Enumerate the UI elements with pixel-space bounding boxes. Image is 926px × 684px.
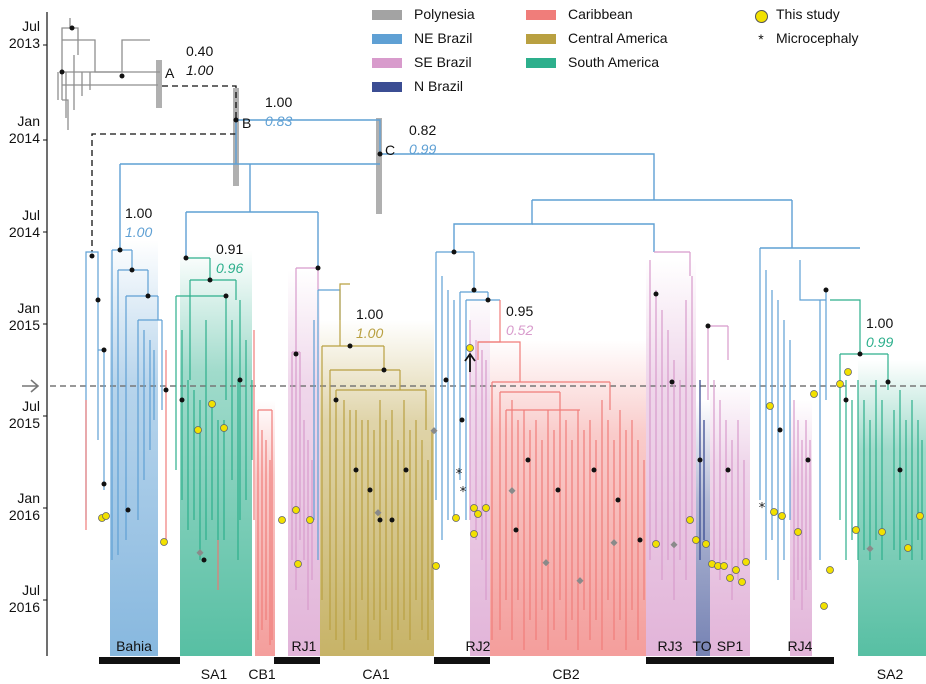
polynesia-swatch bbox=[372, 10, 402, 21]
clade-label-ca1: CA1 bbox=[362, 666, 390, 682]
n-brazil-swatch bbox=[372, 82, 402, 93]
caribbean-swatch bbox=[526, 10, 556, 21]
legend-ne-brazil: NE Brazil bbox=[372, 29, 472, 47]
sa1-subtree bbox=[175, 257, 253, 590]
clade-label-cb2: CB2 bbox=[552, 666, 580, 682]
bootstrap-value: 0.96 bbox=[216, 260, 244, 276]
clade-label-to: TO bbox=[692, 638, 712, 654]
node-label-b: B bbox=[242, 115, 252, 131]
ca1-subtree bbox=[321, 283, 433, 650]
bootstrap-value: 1.00 bbox=[125, 224, 153, 240]
to-subtree bbox=[699, 380, 705, 560]
posterior-value: 0.91 bbox=[216, 241, 244, 257]
clade-label-bahia: Bahia bbox=[116, 638, 152, 654]
node-label-a: A bbox=[165, 65, 175, 81]
svg-text:*: * bbox=[456, 467, 463, 482]
sa1-red-tips bbox=[217, 330, 255, 590]
axis-label-jan-2016: Jan 2016 bbox=[8, 490, 40, 523]
legend-polynesia: Polynesia bbox=[372, 5, 475, 23]
grey-diamonds bbox=[196, 427, 874, 585]
legend-microcephaly: * Microcephaly bbox=[754, 29, 858, 47]
node-dots bbox=[59, 25, 903, 563]
reference-dashed-line bbox=[22, 379, 926, 393]
rj4-subtree bbox=[759, 248, 827, 580]
axis-label-jul-2015: Jul 2015 bbox=[8, 398, 40, 431]
axis-label-jul-2013: Jul 2013 bbox=[8, 18, 40, 51]
clade-label-rj4: RJ4 bbox=[787, 638, 813, 654]
legend-central-america: Central America bbox=[526, 29, 668, 47]
bootstrap-value: 0.83 bbox=[265, 113, 293, 129]
clade-label-cb1: CB1 bbox=[248, 666, 276, 682]
rj2-pink-tips bbox=[469, 320, 487, 600]
legend-se-brazil: SE Brazil bbox=[372, 53, 472, 71]
axis-label-jan-2015: Jan 2015 bbox=[8, 300, 40, 333]
node-confidence-bars bbox=[156, 60, 382, 214]
posterior-value: 1.00 bbox=[125, 205, 153, 221]
cb2-subtree bbox=[477, 300, 645, 650]
rj4-pink-tips bbox=[793, 400, 811, 610]
microcephaly-markers: * * * bbox=[456, 467, 766, 516]
axis-label-jul-2016: Jul 2016 bbox=[8, 582, 40, 615]
legend-south-america: South America bbox=[526, 53, 659, 71]
svg-text:*: * bbox=[460, 485, 467, 500]
cb1-subtree bbox=[257, 409, 273, 645]
support-ca1: 1.00 1.00 bbox=[356, 305, 383, 343]
axis-label-jan-2014: Jan 2014 bbox=[8, 113, 40, 146]
clade-bars bbox=[99, 657, 834, 664]
legend-n-brazil: N Brazil bbox=[372, 77, 463, 95]
rj1-subtree bbox=[291, 267, 319, 610]
sa2-subtree bbox=[830, 299, 923, 560]
support-cb2: 0.95 0.52 bbox=[506, 302, 533, 340]
rj3-subtree bbox=[649, 251, 745, 600]
posterior-value: 1.00 bbox=[356, 306, 384, 322]
support-sa1: 0.91 0.96 bbox=[216, 240, 243, 278]
axis-label-jul-2014: Jul 2014 bbox=[8, 207, 40, 240]
clade-label-sa2: SA2 bbox=[876, 666, 904, 682]
posterior-value: 1.00 bbox=[866, 315, 894, 331]
support-node-a: 0.40 1.00 bbox=[186, 42, 213, 80]
clade-label-rj2: RJ2 bbox=[465, 638, 491, 654]
backbone bbox=[119, 119, 860, 268]
support-node-c: 0.82 0.99 bbox=[409, 121, 436, 159]
node-label-c: C bbox=[385, 142, 396, 158]
bootstrap-value: 0.99 bbox=[409, 141, 437, 157]
support-sa2: 1.00 0.99 bbox=[866, 314, 893, 352]
posterior-value: 0.40 bbox=[186, 43, 214, 59]
legend-caribbean: Caribbean bbox=[526, 5, 633, 23]
svg-text:*: * bbox=[759, 501, 766, 516]
bootstrap-value: 0.99 bbox=[866, 334, 894, 350]
time-axis bbox=[43, 12, 48, 656]
legend-this-study: This study bbox=[754, 5, 840, 24]
central-america-swatch bbox=[526, 34, 556, 45]
bahia-red-tips bbox=[85, 350, 167, 540]
clade-label-sa1: SA1 bbox=[200, 666, 228, 682]
support-node-b: 1.00 0.83 bbox=[265, 93, 292, 131]
posterior-value: 1.00 bbox=[265, 94, 293, 110]
posterior-value: 0.95 bbox=[506, 303, 534, 319]
asterisk-icon: * bbox=[758, 31, 764, 48]
ne-brazil-swatch bbox=[372, 34, 402, 45]
bootstrap-value: 1.00 bbox=[356, 325, 384, 341]
polynesia-subtree bbox=[57, 18, 160, 130]
this-study-dots bbox=[98, 344, 924, 610]
support-bahia: 1.00 1.00 bbox=[125, 204, 152, 242]
bootstrap-value: 0.52 bbox=[506, 322, 534, 338]
south-america-swatch bbox=[526, 58, 556, 69]
up-arrow bbox=[464, 352, 476, 372]
rj2-subtree bbox=[435, 251, 500, 540]
clade-label-rj1: RJ1 bbox=[291, 638, 317, 654]
se-brazil-swatch bbox=[372, 58, 402, 69]
ancestral-dashed-lines bbox=[91, 85, 237, 252]
yellow-circle-icon bbox=[754, 10, 768, 24]
bootstrap-value: 1.00 bbox=[186, 62, 214, 78]
clade-label-rj3: RJ3 bbox=[657, 638, 683, 654]
posterior-value: 0.82 bbox=[409, 122, 437, 138]
clade-label-sp1: SP1 bbox=[716, 638, 744, 654]
